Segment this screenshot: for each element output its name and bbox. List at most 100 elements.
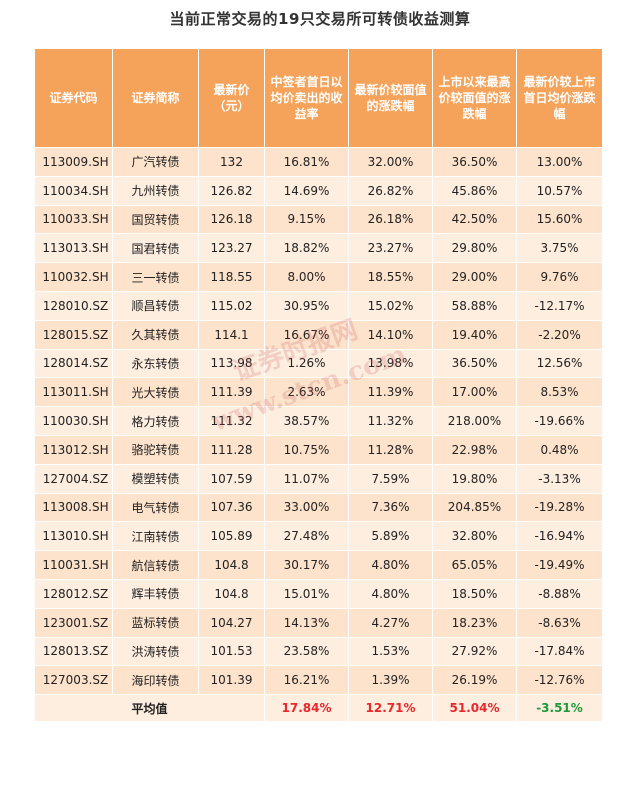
cell-first-day-return: 8.00% xyxy=(264,262,349,292)
cell-first-day-return: 9.15% xyxy=(264,204,349,235)
table-row: 123001.SZ 蓝标转债 104.27 14.13% 4.27% 18.23% -8.6… xyxy=(34,607,603,638)
cell-price: 104.8 xyxy=(198,550,265,580)
cell-first-day-return: 27.48% xyxy=(264,521,349,552)
cell-latest-vs-first-day: -8.88% xyxy=(516,578,603,609)
cell-latest-vs-first-day: 10.57% xyxy=(516,175,603,206)
table-row: 127004.SZ 模塑转债 107.59 11.07% 7.59% 19.80% -3.1… xyxy=(34,463,603,494)
cell-first-day-return: 30.17% xyxy=(264,550,349,580)
cell-first-day-return: 16.81% xyxy=(264,147,349,177)
cell-price: 101.53 xyxy=(198,636,265,667)
cell-high-vs-par: 45.86% xyxy=(432,175,517,206)
cell-latest-vs-first-day: -12.17% xyxy=(516,290,603,321)
cell-high-vs-par: 18.50% xyxy=(432,578,517,609)
cell-code: 113008.SH xyxy=(34,492,113,523)
cell-high-vs-par: 36.50% xyxy=(432,348,517,379)
cell-latest-vs-par: 23.27% xyxy=(348,233,433,264)
cell-latest-vs-first-day: -16.94% xyxy=(516,521,603,552)
cell-latest-vs-par: 11.32% xyxy=(348,406,433,436)
cell-code: 110033.SH xyxy=(34,204,113,235)
cell-latest-vs-par: 26.18% xyxy=(348,204,433,235)
cell-latest-vs-first-day: -12.76% xyxy=(516,665,603,696)
table-row: 113011.SH 光大转债 111.39 2.63% 11.39% 17.00% 8.53… xyxy=(34,377,603,408)
cell-price: 107.36 xyxy=(198,492,265,523)
header-latest-vs-first-day: 最新价较上市首日均价涨跌幅 xyxy=(516,48,603,148)
cell-name: 光大转债 xyxy=(112,377,199,408)
cell-code: 113010.SH xyxy=(34,521,113,552)
cell-latest-vs-par: 18.55% xyxy=(348,262,433,292)
cell-name: 久其转债 xyxy=(112,319,199,350)
cell-high-vs-par: 17.00% xyxy=(432,377,517,408)
cell-latest-vs-par: 4.80% xyxy=(348,578,433,609)
cell-latest-vs-par: 32.00% xyxy=(348,147,433,177)
cell-code: 113009.SH xyxy=(34,147,113,177)
cell-name: 顺昌转债 xyxy=(112,290,199,321)
cell-first-day-return: 33.00% xyxy=(264,492,349,523)
cell-price: 118.55 xyxy=(198,262,265,292)
header-latest-vs-par: 最新价较面值的涨跌幅 xyxy=(348,48,433,148)
cell-latest-vs-par: 7.59% xyxy=(348,463,433,494)
cell-code: 110032.SH xyxy=(34,262,113,292)
cell-name: 江南转债 xyxy=(112,521,199,552)
header-high-vs-par: 上市以来最高价较面值的涨跌幅 xyxy=(432,48,517,148)
cell-price: 101.39 xyxy=(198,665,265,696)
cell-first-day-return: 30.95% xyxy=(264,290,349,321)
cell-high-vs-par: 32.80% xyxy=(432,521,517,552)
cell-name: 海印转债 xyxy=(112,665,199,696)
cell-first-day-return: 10.75% xyxy=(264,434,349,465)
cell-price: 104.8 xyxy=(198,578,265,609)
cell-high-vs-par: 22.98% xyxy=(432,434,517,465)
cell-latest-vs-par: 7.36% xyxy=(348,492,433,523)
cell-name: 格力转债 xyxy=(112,406,199,436)
cell-code: 110034.SH xyxy=(34,175,113,206)
cell-latest-vs-first-day: -19.49% xyxy=(516,550,603,580)
cell-code: 110030.SH xyxy=(34,406,113,436)
table-body: 113009.SH 广汽转债 132 16.81% 32.00% 36.50% 13.00%… xyxy=(34,147,603,696)
cell-name: 电气转债 xyxy=(112,492,199,523)
table-row: 128015.SZ 久其转债 114.1 16.67% 14.10% 19.40% -2.2… xyxy=(34,319,603,350)
cell-price: 111.32 xyxy=(198,406,265,436)
cell-latest-vs-first-day: -17.84% xyxy=(516,636,603,667)
cell-latest-vs-first-day: 12.56% xyxy=(516,348,603,379)
cell-name: 辉丰转债 xyxy=(112,578,199,609)
cell-latest-vs-first-day: 0.48% xyxy=(516,434,603,465)
cell-latest-vs-first-day: 9.76% xyxy=(516,262,603,292)
cell-first-day-return: 16.67% xyxy=(264,319,349,350)
cell-latest-vs-par: 4.27% xyxy=(348,607,433,638)
cell-latest-vs-first-day: -2.20% xyxy=(516,319,603,350)
cell-latest-vs-first-day: -19.66% xyxy=(516,406,603,436)
table-row: 113009.SH 广汽转债 132 16.81% 32.00% 36.50% 13.00% xyxy=(34,147,603,177)
cell-price: 104.27 xyxy=(198,607,265,638)
average-label: 平均值 xyxy=(34,694,265,723)
cell-high-vs-par: 36.50% xyxy=(432,147,517,177)
cell-price: 132 xyxy=(198,147,265,177)
cell-code: 128010.SZ xyxy=(34,290,113,321)
cell-latest-vs-par: 14.10% xyxy=(348,319,433,350)
cell-first-day-return: 38.57% xyxy=(264,406,349,436)
table-row: 128013.SZ 洪涛转债 101.53 23.58% 1.53% 27.92% -17.… xyxy=(34,636,603,667)
table-row: 113010.SH 江南转债 105.89 27.48% 5.89% 32.80% -16.… xyxy=(34,521,603,552)
cell-name: 永东转债 xyxy=(112,348,199,379)
table-row: 110033.SH 国贸转债 126.18 9.15% 26.18% 42.50% 15.6… xyxy=(34,204,603,235)
cell-latest-vs-first-day: 13.00% xyxy=(516,147,603,177)
cell-code: 128012.SZ xyxy=(34,578,113,609)
page-title: 当前正常交易的19只交易所可转债收益测算 xyxy=(169,10,471,28)
cell-high-vs-par: 27.92% xyxy=(432,636,517,667)
table-header-row: 证券代码 证券简称 最新价（元） 中签者首日以均价卖出的收益率 最新价较面值的涨… xyxy=(34,48,603,148)
cell-name: 三一转债 xyxy=(112,262,199,292)
table-row: 110034.SH 九州转债 126.82 14.69% 26.82% 45.86% 10.… xyxy=(34,175,603,206)
average-latest-vs-par: 12.71% xyxy=(348,694,433,723)
cell-code: 128015.SZ xyxy=(34,319,113,350)
cell-name: 航信转债 xyxy=(112,550,199,580)
table-row: 110032.SH 三一转债 118.55 8.00% 18.55% 29.00% 9.76… xyxy=(34,262,603,292)
cell-price: 105.89 xyxy=(198,521,265,552)
table-row: 127003.SZ 海印转债 101.39 16.21% 1.39% 26.19% -12.… xyxy=(34,665,603,696)
cell-latest-vs-first-day: -8.63% xyxy=(516,607,603,638)
cell-price: 126.82 xyxy=(198,175,265,206)
cell-first-day-return: 2.63% xyxy=(264,377,349,408)
average-high-vs-par: 51.04% xyxy=(432,694,517,723)
table-row: 128014.SZ 永东转债 113.98 1.26% 13.98% 36.50% 12.5… xyxy=(34,348,603,379)
table-row: 128012.SZ 辉丰转债 104.8 15.01% 4.80% 18.50% -8.88… xyxy=(34,578,603,609)
cell-code: 127004.SZ xyxy=(34,463,113,494)
table-row: 113013.SH 国君转债 123.27 18.82% 23.27% 29.80% 3.7… xyxy=(34,233,603,264)
cell-high-vs-par: 204.85% xyxy=(432,492,517,523)
